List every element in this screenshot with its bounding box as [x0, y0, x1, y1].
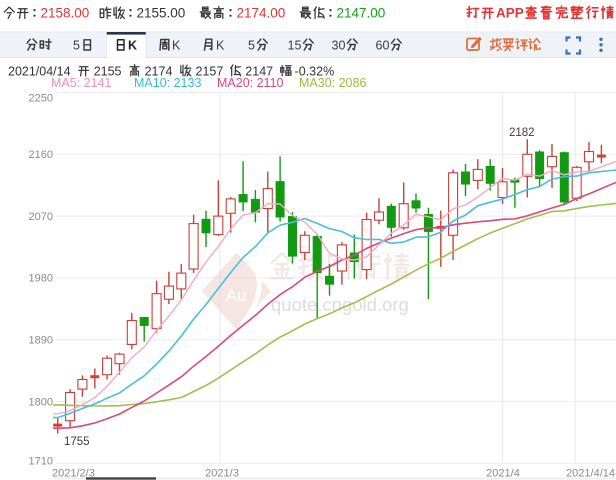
- svg-text:2160: 2160: [29, 149, 53, 161]
- svg-text:1890: 1890: [29, 335, 53, 347]
- svg-text:2182: 2182: [509, 127, 535, 139]
- svg-text:K: K: [216, 39, 225, 53]
- svg-text:2021/04/14: 2021/04/14: [8, 65, 71, 79]
- svg-text:2155.00: 2155.00: [137, 6, 186, 21]
- svg-text:5: 5: [248, 39, 255, 53]
- svg-text:K: K: [128, 39, 137, 53]
- svg-text:MA30: 2086: MA30: 2086: [299, 76, 366, 90]
- svg-text:2147.00: 2147.00: [337, 6, 386, 21]
- svg-text:APP: APP: [496, 6, 524, 21]
- svg-text:2158.00: 2158.00: [41, 6, 90, 21]
- svg-text:2021/4: 2021/4: [486, 468, 520, 480]
- svg-text:5: 5: [73, 39, 80, 53]
- svg-text:2021/4/14: 2021/4/14: [566, 468, 615, 480]
- svg-text:1710: 1710: [29, 455, 53, 467]
- svg-text:2021/2/3: 2021/2/3: [52, 468, 95, 480]
- svg-text:1800: 1800: [29, 396, 53, 408]
- svg-text:MA20: 2110: MA20: 2110: [217, 76, 284, 90]
- svg-text:Au: Au: [226, 286, 247, 305]
- svg-text:30: 30: [332, 39, 346, 53]
- svg-text:K: K: [172, 39, 181, 53]
- svg-text:-0.32%: -0.32%: [295, 65, 335, 79]
- svg-text:MA10: 2133: MA10: 2133: [134, 76, 201, 90]
- svg-text:15: 15: [288, 39, 302, 53]
- svg-text:1980: 1980: [29, 273, 53, 285]
- svg-text:2070: 2070: [29, 211, 53, 223]
- svg-text:2021/3: 2021/3: [205, 468, 239, 480]
- svg-text:MA5: 2141: MA5: 2141: [51, 76, 112, 90]
- svg-text:2147: 2147: [245, 65, 273, 79]
- svg-text:1755: 1755: [64, 436, 90, 448]
- svg-text:2155: 2155: [94, 65, 122, 79]
- svg-text:60: 60: [376, 39, 390, 53]
- svg-text:2174.00: 2174.00: [237, 6, 286, 21]
- svg-text:2157: 2157: [196, 65, 224, 79]
- svg-text:2174: 2174: [145, 65, 173, 79]
- svg-text:quote.cngold.org: quote.cngold.org: [271, 294, 409, 315]
- svg-text:2250: 2250: [29, 93, 53, 105]
